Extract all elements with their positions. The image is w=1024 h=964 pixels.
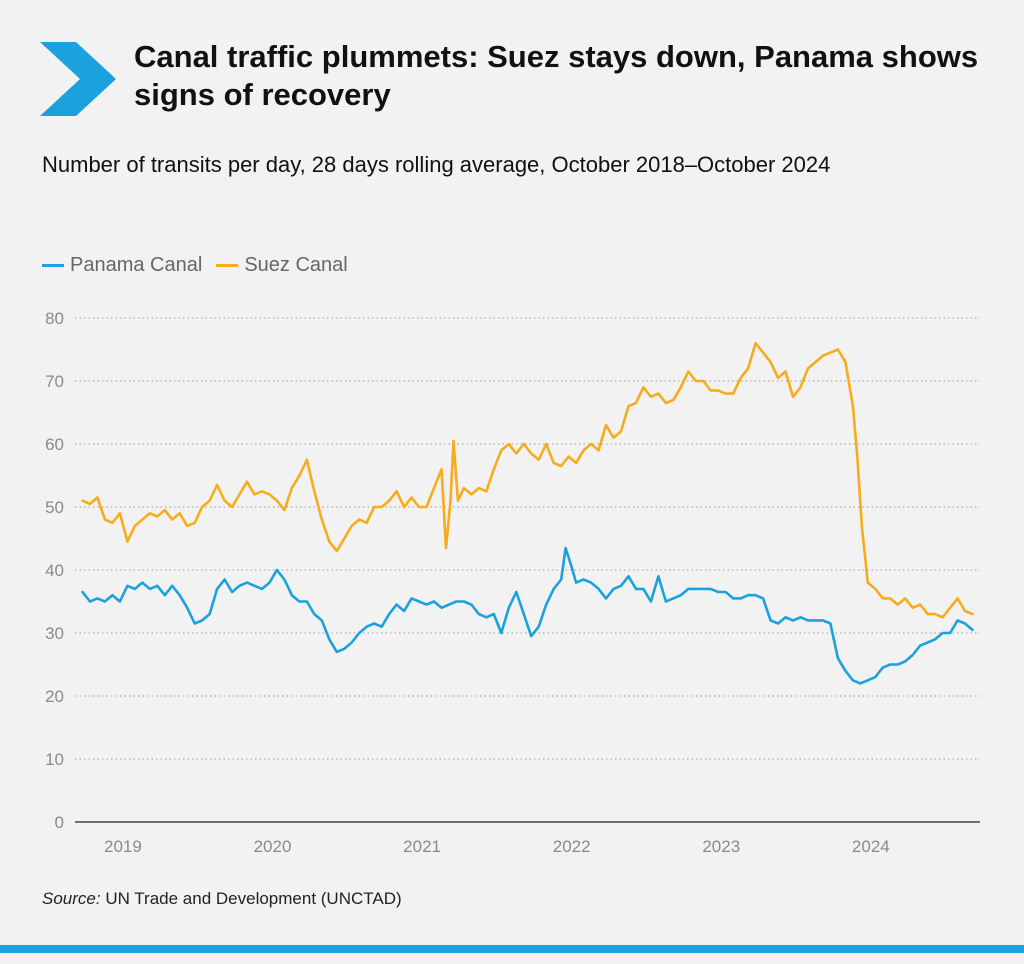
legend-swatch-suez	[216, 264, 239, 267]
y-tick-label-0: 0	[55, 813, 64, 832]
y-tick-label-60: 60	[45, 435, 64, 454]
y-tick-label-50: 50	[45, 498, 64, 517]
series-line-panama-canal	[81, 546, 974, 685]
x-tick-label-2022: 2022	[553, 837, 591, 856]
y-tick-label-20: 20	[45, 687, 64, 706]
legend-label-panama: Panama Canal	[70, 254, 203, 276]
legend-swatch-panama	[42, 264, 64, 267]
x-tick-label-2023: 2023	[702, 837, 740, 856]
legend-item-panama: Panama Canal	[42, 254, 202, 277]
chart-legend: Panama Canal Suez Canal	[42, 254, 362, 277]
page-title: Canal traffic plummets: Suez stays down,…	[134, 39, 979, 112]
source-text: UN Trade and Development (UNCTAD)	[105, 889, 402, 908]
x-tick-label-2024: 2024	[852, 837, 890, 856]
x-tick-label-2021: 2021	[403, 837, 441, 856]
y-tick-label-70: 70	[45, 372, 64, 391]
y-tick-label-40: 40	[45, 561, 64, 580]
y-tick-label-10: 10	[45, 750, 64, 769]
chevron-right-icon	[40, 42, 116, 116]
bottom-accent-bar	[0, 945, 1024, 953]
x-tick-label-2020: 2020	[254, 837, 292, 856]
source-note: Source: UN Trade and Development (UNCTAD…	[42, 889, 402, 909]
legend-label-suez: Suez Canal	[244, 254, 348, 276]
y-tick-label-80: 80	[45, 309, 64, 328]
x-tick-label-2019: 2019	[104, 837, 142, 856]
chart-subtitle: Number of transits per day, 28 days roll…	[42, 152, 831, 177]
source-label: Source:	[42, 889, 101, 908]
legend-item-suez: Suez Canal	[216, 254, 348, 277]
series-line-suez-canal	[81, 341, 974, 619]
y-tick-label-30: 30	[45, 624, 64, 643]
